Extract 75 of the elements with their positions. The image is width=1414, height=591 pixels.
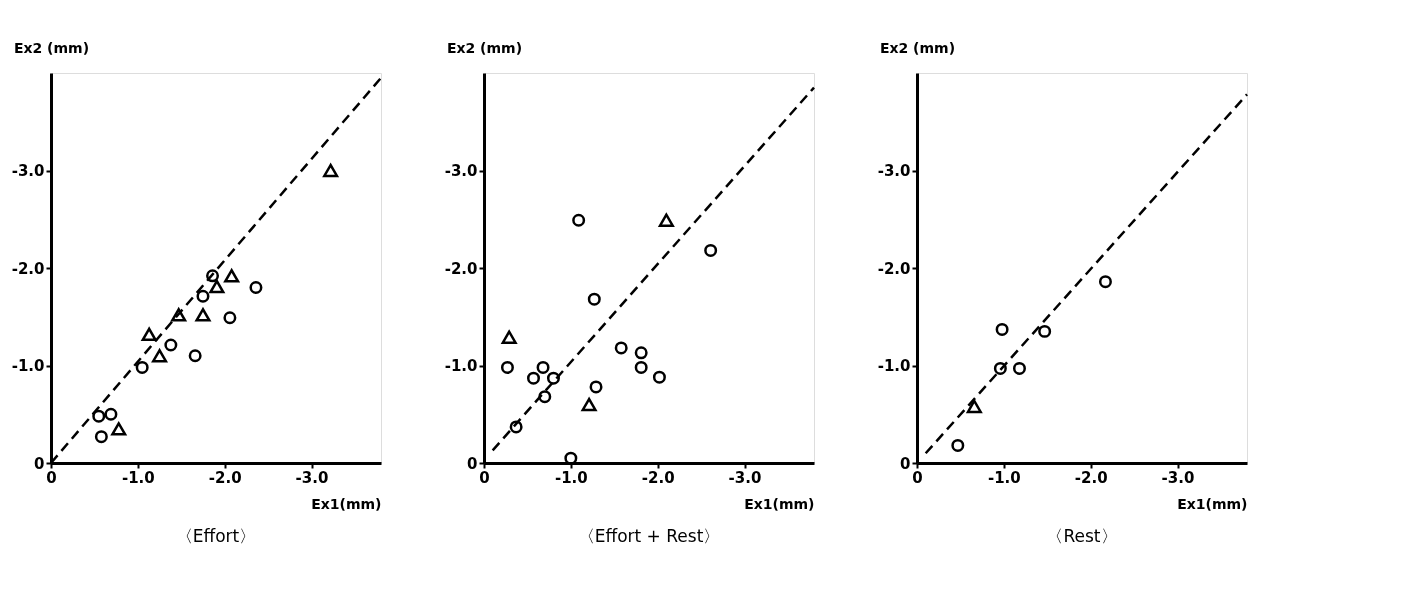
point <box>501 330 517 344</box>
point <box>171 308 187 322</box>
y-tick-label: -2.0 <box>444 259 478 278</box>
x-tick-label: 0 <box>479 468 490 487</box>
x-axis-title: Ex1(mm) <box>1177 495 1248 512</box>
x-tick-label: 0 <box>46 468 57 487</box>
text: 〈Effort + Rest〉 <box>577 526 721 546</box>
point <box>1038 324 1052 338</box>
point <box>92 409 106 423</box>
x-tick-label: -1.0 <box>554 468 588 487</box>
point <box>111 422 127 436</box>
x-tick-label: -3.0 <box>728 468 762 487</box>
y-tick-label: -2.0 <box>11 259 45 278</box>
point <box>196 289 210 303</box>
point <box>993 361 1007 375</box>
point <box>323 163 339 178</box>
point <box>704 243 718 257</box>
x-tick-label: -1.0 <box>987 468 1021 487</box>
point <box>527 371 540 385</box>
x-tick-label: -2.0 <box>1074 468 1108 487</box>
text: 〈Rest〉 <box>1046 526 1118 546</box>
point <box>509 420 523 434</box>
point <box>572 213 586 227</box>
point <box>206 269 220 283</box>
point <box>589 380 603 394</box>
y-tick-label: 0 <box>900 454 911 473</box>
y-tick-label: 0 <box>34 454 45 473</box>
y-tick-label: -3.0 <box>11 162 45 180</box>
point <box>141 327 157 342</box>
point <box>195 308 211 322</box>
x-tick-label: -2.0 <box>641 468 675 487</box>
point <box>966 399 982 414</box>
text: 〈Effort〉 <box>175 526 257 546</box>
x-tick-label: -2.0 <box>208 468 242 487</box>
point <box>249 281 263 294</box>
point <box>500 360 514 374</box>
point <box>135 360 149 374</box>
point <box>1098 275 1112 289</box>
y-tick-label: -1.0 <box>11 357 45 375</box>
y-axis-title: Ex2 (mm) <box>879 39 956 56</box>
point <box>587 292 601 306</box>
point <box>104 407 118 421</box>
point <box>209 279 225 294</box>
x-tick-label: -3.0 <box>295 468 329 487</box>
x-tick-label: -1.0 <box>121 468 155 487</box>
point <box>634 346 648 360</box>
point <box>995 322 1009 336</box>
y-tick-label: -3.0 <box>877 162 911 180</box>
y-tick-label: -1.0 <box>877 357 911 375</box>
point <box>164 338 178 352</box>
point <box>546 371 560 385</box>
point <box>634 360 648 374</box>
point <box>538 390 552 404</box>
x-tick-label: 0 <box>912 468 923 487</box>
x-axis-title: Ex1(mm) <box>311 495 382 512</box>
point <box>94 430 108 444</box>
point <box>224 269 240 283</box>
point <box>223 311 237 325</box>
point <box>151 349 168 363</box>
point <box>951 438 965 452</box>
point <box>1012 361 1026 375</box>
point <box>614 341 628 355</box>
y-tick-label: -3.0 <box>444 162 478 180</box>
y-axis-title: Ex2 (mm) <box>446 39 523 56</box>
y-tick-label: -2.0 <box>877 259 911 278</box>
y-tick-label: 0 <box>467 454 478 473</box>
point <box>188 349 202 363</box>
y-axis-title: Ex2 (mm) <box>13 39 90 56</box>
y-tick-label: -1.0 <box>444 357 478 375</box>
point <box>536 360 550 374</box>
x-axis-title: Ex1(mm) <box>744 495 815 512</box>
point <box>658 213 674 227</box>
x-tick-label: -3.0 <box>1161 468 1195 487</box>
point <box>581 397 597 412</box>
point <box>652 370 666 384</box>
